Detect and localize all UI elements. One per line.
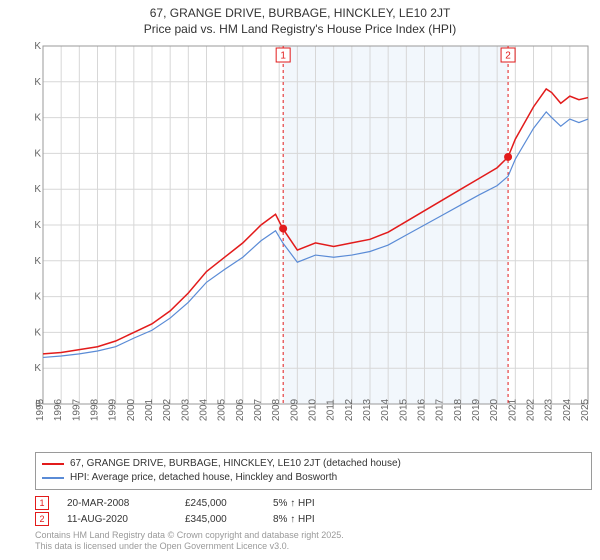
transaction-diff-1: 5% ↑ HPI: [273, 498, 592, 509]
svg-text:2014: 2014: [380, 398, 391, 421]
svg-text:2005: 2005: [217, 398, 228, 421]
chart-title: 67, GRANGE DRIVE, BURBAGE, HINCKLEY, LE1…: [0, 0, 600, 20]
footer-line-2: This data is licensed under the Open Gov…: [35, 541, 592, 552]
svg-text:2011: 2011: [326, 399, 337, 421]
svg-text:2022: 2022: [526, 398, 537, 421]
svg-text:2008: 2008: [271, 398, 282, 421]
chart-subtitle: Price paid vs. HM Land Registry's House …: [0, 20, 600, 40]
svg-text:£250K: £250K: [35, 220, 41, 231]
legend-row-property: 67, GRANGE DRIVE, BURBAGE, HINCKLEY, LE1…: [42, 457, 585, 471]
svg-text:2007: 2007: [253, 398, 264, 421]
svg-text:2015: 2015: [398, 398, 409, 421]
svg-text:£350K: £350K: [35, 148, 41, 159]
svg-text:£150K: £150K: [35, 292, 41, 303]
svg-text:1999: 1999: [108, 398, 119, 421]
svg-text:£400K: £400K: [35, 113, 41, 124]
svg-text:2017: 2017: [435, 398, 446, 421]
svg-text:£450K: £450K: [35, 77, 41, 88]
transaction-date-2: 11-AUG-2020: [67, 514, 167, 525]
svg-text:2: 2: [505, 51, 511, 62]
svg-text:2018: 2018: [453, 398, 464, 421]
svg-text:2024: 2024: [562, 398, 573, 421]
legend-panel: 67, GRANGE DRIVE, BURBAGE, HINCKLEY, LE1…: [35, 452, 592, 552]
svg-text:£50K: £50K: [35, 363, 41, 374]
transaction-price-2: £345,000: [185, 514, 255, 525]
legend-swatch-property: [42, 463, 64, 465]
svg-text:2000: 2000: [126, 398, 137, 421]
svg-text:2019: 2019: [471, 398, 482, 421]
svg-text:£100K: £100K: [35, 327, 41, 338]
svg-text:1998: 1998: [90, 398, 101, 421]
svg-text:2002: 2002: [162, 398, 173, 421]
svg-text:1: 1: [280, 51, 286, 62]
plot-area: 12£0£50K£100K£150K£200K£250K£300K£350K£4…: [35, 42, 592, 432]
legend-label-hpi: HPI: Average price, detached house, Hinc…: [70, 471, 337, 485]
svg-text:2012: 2012: [344, 398, 355, 421]
svg-text:1997: 1997: [71, 398, 82, 421]
svg-text:1996: 1996: [53, 398, 64, 421]
footer: Contains HM Land Registry data © Crown c…: [35, 530, 592, 552]
svg-text:2006: 2006: [235, 398, 246, 421]
plot-svg: 12£0£50K£100K£150K£200K£250K£300K£350K£4…: [35, 42, 592, 432]
svg-text:£500K: £500K: [35, 42, 41, 52]
svg-text:2020: 2020: [489, 398, 500, 421]
svg-text:2003: 2003: [180, 398, 191, 421]
footer-line-1: Contains HM Land Registry data © Crown c…: [35, 530, 592, 541]
svg-text:2010: 2010: [308, 398, 319, 421]
transaction-badge-2: 2: [35, 512, 49, 526]
transaction-row-1: 1 20-MAR-2008 £245,000 5% ↑ HPI: [35, 496, 592, 510]
legend-box: 67, GRANGE DRIVE, BURBAGE, HINCKLEY, LE1…: [35, 452, 592, 490]
transaction-diff-2: 8% ↑ HPI: [273, 514, 592, 525]
svg-text:2021: 2021: [507, 398, 518, 421]
svg-text:2016: 2016: [417, 398, 428, 421]
svg-text:2023: 2023: [544, 398, 555, 421]
transaction-row-2: 2 11-AUG-2020 £345,000 8% ↑ HPI: [35, 512, 592, 526]
svg-text:2013: 2013: [362, 398, 373, 421]
legend-swatch-hpi: [42, 477, 64, 479]
svg-text:£200K: £200K: [35, 256, 41, 267]
svg-text:2009: 2009: [289, 398, 300, 421]
svg-text:2025: 2025: [580, 398, 591, 421]
svg-text:1995: 1995: [35, 398, 46, 421]
svg-text:£300K: £300K: [35, 184, 41, 195]
svg-text:2001: 2001: [144, 398, 155, 421]
transaction-date-1: 20-MAR-2008: [67, 498, 167, 509]
transactions-table: 1 20-MAR-2008 £245,000 5% ↑ HPI 2 11-AUG…: [35, 496, 592, 526]
legend-row-hpi: HPI: Average price, detached house, Hinc…: [42, 471, 585, 485]
svg-text:2004: 2004: [199, 398, 210, 421]
transaction-badge-1: 1: [35, 496, 49, 510]
legend-label-property: 67, GRANGE DRIVE, BURBAGE, HINCKLEY, LE1…: [70, 457, 401, 471]
transaction-price-1: £245,000: [185, 498, 255, 509]
chart-container: 67, GRANGE DRIVE, BURBAGE, HINCKLEY, LE1…: [0, 0, 600, 560]
